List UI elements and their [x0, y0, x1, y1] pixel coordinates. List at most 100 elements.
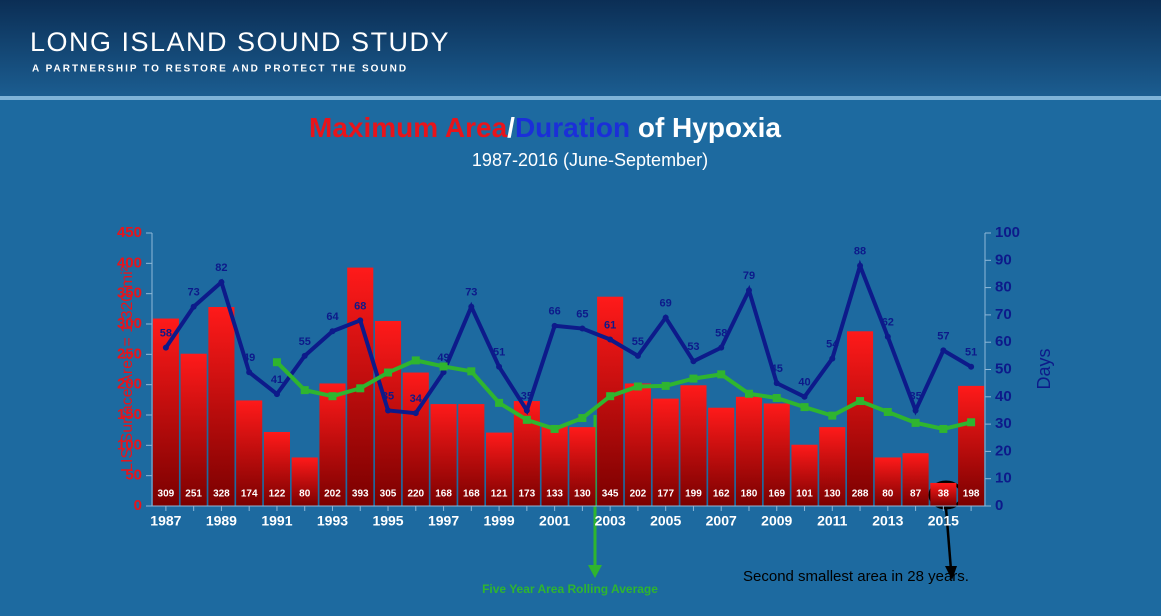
bar-value-label: 87 — [910, 489, 922, 500]
point — [495, 399, 503, 407]
point-value-label: 79 — [743, 270, 755, 282]
point — [523, 416, 531, 424]
point — [717, 370, 725, 378]
point-value-label: 58 — [715, 328, 727, 340]
bar-value-label: 198 — [963, 489, 980, 500]
arrowhead — [588, 565, 602, 578]
bar-value-label: 393 — [352, 489, 369, 500]
bar-value-label: 162 — [713, 489, 730, 500]
point — [385, 407, 391, 413]
x-tick-label: 2003 — [595, 513, 626, 529]
x-tick-label: 1999 — [484, 513, 515, 529]
x-tick-label: 1991 — [261, 513, 292, 529]
point-value-label: 82 — [215, 262, 227, 274]
point — [774, 380, 780, 386]
bar-value-label: 38 — [938, 489, 950, 500]
bar-value-label: 305 — [380, 489, 397, 500]
x-tick-label: 1997 — [428, 513, 459, 529]
point — [301, 386, 309, 394]
point-value-label: 73 — [188, 287, 200, 299]
point-value-label: 69 — [660, 298, 672, 310]
y2-tick-label: 20 — [995, 442, 1012, 459]
point — [828, 412, 836, 420]
point — [218, 279, 224, 285]
title-part: Maximum Area — [309, 112, 508, 143]
point-value-label: 35 — [909, 390, 921, 402]
chart-title: Maximum Area/Duration of Hypoxia — [309, 112, 781, 143]
title-part: Duration — [515, 112, 630, 143]
point-value-label: 64 — [326, 311, 339, 323]
point — [357, 317, 363, 323]
y2-tick-label: 70 — [995, 306, 1012, 323]
point — [856, 397, 864, 405]
point — [663, 315, 669, 321]
bar-value-label: 288 — [852, 489, 869, 500]
point — [328, 392, 336, 400]
bar — [181, 354, 207, 506]
point — [496, 364, 502, 370]
point — [635, 353, 641, 359]
x-tick-label: 2001 — [539, 513, 570, 529]
point — [578, 414, 586, 422]
x-tick-label: 1989 — [206, 513, 237, 529]
x-tick-label: 2007 — [706, 513, 737, 529]
y2-tick-label: 10 — [995, 470, 1012, 487]
point-value-label: 35 — [382, 390, 394, 402]
bar-value-label: 251 — [185, 489, 202, 500]
bar-value-label: 220 — [407, 489, 424, 500]
point — [302, 353, 308, 359]
y-tick-label: 100 — [117, 436, 142, 453]
bar-value-label: 199 — [685, 489, 702, 500]
point — [802, 394, 808, 400]
bar-value-label: 80 — [882, 489, 894, 500]
y-tick-label: 450 — [117, 224, 142, 241]
y2-tick-label: 90 — [995, 251, 1012, 268]
y-tick-label: 300 — [117, 315, 142, 332]
y2-tick-label: 40 — [995, 388, 1012, 405]
y2-tick-label: 0 — [995, 497, 1003, 514]
y-tick-label: 400 — [117, 254, 142, 271]
y-tick-label: 150 — [117, 406, 142, 423]
point — [857, 263, 863, 269]
point — [524, 407, 530, 413]
y-tick-label: 200 — [117, 376, 142, 393]
bar — [847, 331, 873, 506]
bar-value-label: 130 — [574, 489, 591, 500]
point — [579, 326, 585, 332]
point-value-label: 51 — [965, 347, 977, 359]
point — [273, 358, 281, 366]
point-value-label: 55 — [632, 336, 644, 348]
y2-axis-label: Days — [1034, 348, 1054, 389]
bar — [208, 307, 234, 506]
point — [939, 425, 947, 433]
point — [746, 287, 752, 293]
point-value-label: 55 — [299, 336, 311, 348]
y2-tick-label: 100 — [995, 224, 1020, 241]
point-value-label: 62 — [882, 317, 894, 329]
y-tick-label: 50 — [125, 467, 142, 484]
point — [329, 328, 335, 334]
header-subtitle: A PARTNERSHIP TO RESTORE AND PROTECT THE… — [32, 64, 408, 75]
point — [662, 382, 670, 390]
bar-value-label: 202 — [630, 489, 647, 500]
point-value-label: 35 — [521, 390, 533, 402]
point-value-label: 49 — [243, 352, 255, 364]
title-part: of Hypoxia — [630, 112, 781, 143]
point-value-label: 57 — [937, 330, 949, 342]
point-value-label: 58 — [160, 328, 172, 340]
bar — [319, 383, 345, 506]
bar-value-label: 309 — [158, 489, 175, 500]
point-value-label: 65 — [576, 308, 588, 320]
y2-tick-label: 50 — [995, 360, 1012, 377]
point — [967, 418, 975, 426]
bar-value-label: 173 — [519, 489, 536, 500]
x-tick-label: 2005 — [650, 513, 681, 529]
chart-subtitle: 1987-2016 (June-September) — [472, 150, 708, 170]
bar-value-label: 174 — [241, 489, 258, 500]
point — [940, 347, 946, 353]
x-tick-label: 2009 — [761, 513, 792, 529]
point-value-label: 66 — [548, 306, 560, 318]
page: { "header": {"title": "LONG ISLAND SOUND… — [0, 0, 1161, 616]
point-value-label: 61 — [604, 319, 616, 331]
point-value-label: 73 — [465, 287, 477, 299]
